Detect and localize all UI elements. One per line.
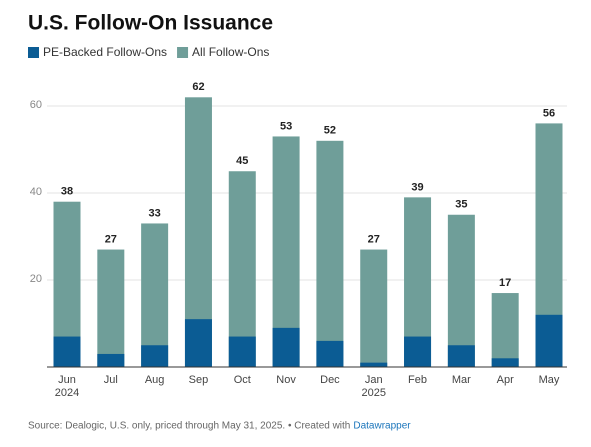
bar <box>447 214 475 367</box>
bar <box>53 336 81 367</box>
x-tick-label: Sep <box>189 374 209 386</box>
credit-link[interactable]: Datawrapper <box>353 421 411 432</box>
x-tick-label: Jun 2024 <box>55 374 79 399</box>
value-label: 35 <box>455 199 467 211</box>
x-tick-label: Feb <box>408 374 427 386</box>
x-tick-label: Aug <box>145 374 165 386</box>
value-label: 45 <box>236 155 248 167</box>
x-tick-label: Apr <box>497 374 514 386</box>
x-tick-label: Oct <box>234 374 251 386</box>
legend-label: PE-Backed Follow-Ons <box>43 45 167 59</box>
y-tick-label: 60 <box>30 99 42 111</box>
x-tick-label: Jul <box>104 374 118 386</box>
bar <box>360 362 388 367</box>
value-label: 17 <box>499 277 511 289</box>
source-note: Source: Dealogic, U.S. only, priced thro… <box>28 421 350 432</box>
x-tick-label: Jan 2025 <box>361 374 385 399</box>
x-tick-label: Nov <box>276 374 296 386</box>
legend-swatch <box>177 47 189 58</box>
bar <box>141 345 169 367</box>
value-label: 27 <box>368 233 380 245</box>
bar <box>228 336 256 367</box>
value-label: 52 <box>324 125 336 137</box>
value-label: 53 <box>280 120 292 132</box>
bar <box>141 223 169 367</box>
value-label: 39 <box>411 181 423 193</box>
bar <box>491 358 519 367</box>
bar <box>491 293 519 367</box>
bar <box>272 327 300 367</box>
value-label: 27 <box>105 233 117 245</box>
value-label: 33 <box>149 207 161 219</box>
x-tick-label: Dec <box>320 374 340 386</box>
chart-title: U.S. Follow-On Issuance <box>28 12 273 35</box>
bar <box>184 319 212 367</box>
bar <box>97 353 125 367</box>
bar <box>228 171 256 367</box>
legend-label: All Follow-Ons <box>192 45 269 59</box>
bar <box>316 340 344 367</box>
y-tick-label: 40 <box>30 186 42 198</box>
value-label: 56 <box>543 107 555 119</box>
bar <box>316 140 344 367</box>
value-label: 62 <box>192 81 204 93</box>
x-tick-label: Mar <box>452 374 471 386</box>
bar <box>404 336 432 367</box>
value-label: 38 <box>61 186 73 198</box>
x-tick-label: May <box>539 374 560 386</box>
bar <box>360 249 388 367</box>
y-tick-label: 20 <box>30 273 42 285</box>
bar <box>97 249 125 367</box>
bar <box>535 314 563 367</box>
bar <box>447 345 475 367</box>
legend-swatch <box>28 47 39 58</box>
